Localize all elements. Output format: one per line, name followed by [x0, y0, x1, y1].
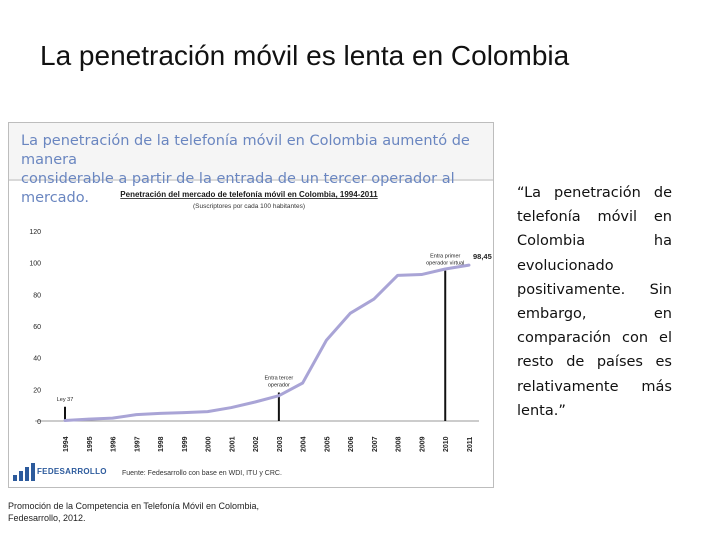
x-tick-label: 2007: [372, 436, 379, 452]
annotation-label: Entra tercer operador: [265, 376, 294, 389]
x-tick-label: 2001: [229, 436, 236, 452]
data-point: [135, 413, 138, 416]
data-point: [372, 297, 376, 301]
y-tick-label: 60: [33, 324, 41, 331]
annotation-label: Ley 37: [57, 397, 74, 403]
y-tick-label: 20: [33, 387, 41, 394]
x-tick-label: 1998: [158, 436, 165, 452]
data-point: [467, 263, 471, 267]
y-tick-label: 80: [33, 292, 41, 299]
x-tick-label: 2000: [206, 436, 213, 452]
citation: Promoción de la Competencia en Telefonía…: [8, 500, 368, 524]
x-tick-label: 2002: [253, 436, 260, 452]
citation-line-1: Promoción de la Competencia en Telefonía…: [8, 501, 259, 511]
annotation-label: Entra primer operador virtual: [426, 254, 464, 267]
x-tick-label: 2006: [348, 436, 355, 452]
chart-figure: La penetración de la telefonía móvil en …: [8, 122, 494, 488]
x-tick-label: 2008: [396, 436, 403, 452]
x-tick-label: 2010: [443, 436, 450, 452]
chart-title: Penetración del mercado de telefonía móv…: [120, 190, 378, 199]
data-point: [182, 411, 186, 414]
quote-text: “La penetración de telefonía móvil en Co…: [517, 185, 672, 419]
data-point: [277, 394, 281, 397]
y-tick-label: 120: [29, 229, 41, 236]
data-point: [444, 267, 447, 271]
end-value-label: 98,45: [473, 252, 492, 261]
data-point: [348, 312, 352, 315]
figure-header-line-2: considerable a partir de la entrada de u…: [21, 171, 455, 206]
data-point: [230, 406, 233, 409]
figure-header-text: La penetración de la telefonía móvil en …: [21, 132, 491, 208]
x-tick-label: 1994: [63, 436, 70, 452]
figure-header: La penetración de la telefonía móvil en …: [9, 123, 493, 206]
x-tick-label: 2003: [277, 436, 284, 452]
line-chart: Penetración del mercado de telefonía móv…: [29, 190, 492, 452]
figure-source: Fuente: Fedesarrollo con base en WDI, IT…: [122, 470, 282, 477]
logo-text: FEDESARROLLO: [37, 467, 107, 476]
x-tick-label: 2005: [324, 436, 331, 452]
y-tick-label: 100: [29, 261, 41, 268]
x-tick-label: 2011: [467, 437, 474, 452]
data-point: [158, 412, 162, 415]
slide-title: La penetración móvil es lenta en Colombi…: [40, 40, 570, 71]
x-tick-label: 1996: [111, 436, 118, 452]
data-point: [396, 274, 399, 277]
x-tick-label: 2004: [301, 436, 308, 452]
y-tick-label: 40: [33, 356, 41, 363]
chart-subtitle: (Suscriptores por cada 100 habitantes): [193, 203, 305, 210]
x-tick-label: 1997: [134, 436, 141, 452]
x-tick-label: 2009: [419, 436, 426, 452]
data-point: [111, 416, 114, 420]
x-tick-label: 1999: [182, 436, 189, 452]
y-tick-label: 0: [37, 419, 41, 426]
logo-bars-icon: [13, 463, 35, 481]
citation-line-2: Fedesarrollo, 2012.: [8, 513, 86, 523]
data-point: [63, 419, 67, 422]
fedesarrollo-logo: FEDESARROLLO: [13, 463, 123, 483]
data-point: [325, 339, 328, 342]
figure-header-line-1: La penetración de la telefonía móvil en …: [21, 133, 470, 168]
series-line: [63, 263, 471, 423]
x-tick-label: 1995: [87, 436, 94, 452]
data-point: [206, 410, 209, 413]
data-point: [253, 400, 257, 404]
data-point: [301, 381, 304, 385]
data-point: [420, 273, 423, 276]
data-point: [87, 417, 90, 421]
